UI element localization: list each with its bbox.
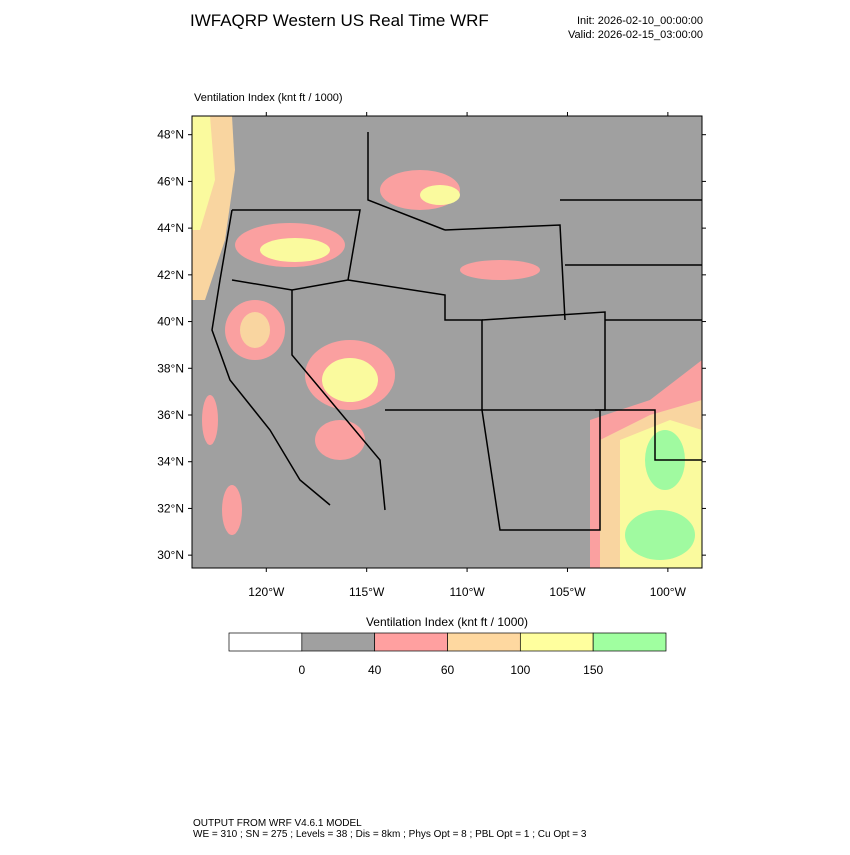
map-label: Ventilation Index (knt ft / 1000) (194, 92, 343, 104)
lat-tick-label: 36°N (157, 408, 184, 422)
shading (192, 116, 702, 568)
lat-tick-label: 38°N (157, 361, 184, 375)
colorbar-box (592, 632, 667, 652)
lon-tick-label: 120°W (248, 585, 285, 599)
colorbar-box (447, 632, 521, 652)
lat-tick-label: 44°N (157, 221, 184, 235)
colorbar-label: 150 (583, 663, 603, 677)
lat-tick-label: 34°N (157, 455, 184, 469)
lon-tick-label: 100°W (650, 585, 687, 599)
boundaries (211, 132, 702, 531)
lon-tick-label: 110°W (449, 585, 485, 599)
lat-tick-label: 48°N (157, 128, 184, 142)
lat-tick-label: 46°N (157, 174, 184, 188)
colorbar-box (374, 632, 448, 652)
lon-tick-label: 115°W (349, 585, 385, 599)
valid-time: Valid: 2026-02-15_03:00:00 (568, 29, 703, 41)
colorbar-label: 40 (368, 663, 382, 677)
colorbar-box (301, 632, 376, 652)
lon-tick-label: 105°W (549, 585, 586, 599)
colorbar-label: 0 (298, 663, 305, 677)
colorbar-box (228, 632, 303, 652)
init-time: Init: 2026-02-10_00:00:00 (577, 15, 703, 27)
lat-tick-label: 30°N (157, 548, 184, 562)
colorbar-label: 100 (510, 663, 530, 677)
lat-tick-label: 32°N (157, 501, 184, 515)
title: IWFAQRP Western US Real Time WRF (190, 11, 489, 30)
lat-tick-label: 40°N (157, 315, 184, 329)
colorbar-label: 60 (441, 663, 455, 677)
map-frame (191, 115, 703, 569)
colorbar-title: Ventilation Index (knt ft / 1000) (366, 615, 528, 629)
footer-line: WE = 310 ; SN = 275 ; Levels = 38 ; Dis … (193, 829, 587, 840)
lat-tick-label: 42°N (157, 268, 184, 282)
colorbar-box (519, 632, 594, 652)
map (191, 115, 703, 569)
footer-line: OUTPUT FROM WRF V4.6.1 MODEL (193, 818, 362, 829)
